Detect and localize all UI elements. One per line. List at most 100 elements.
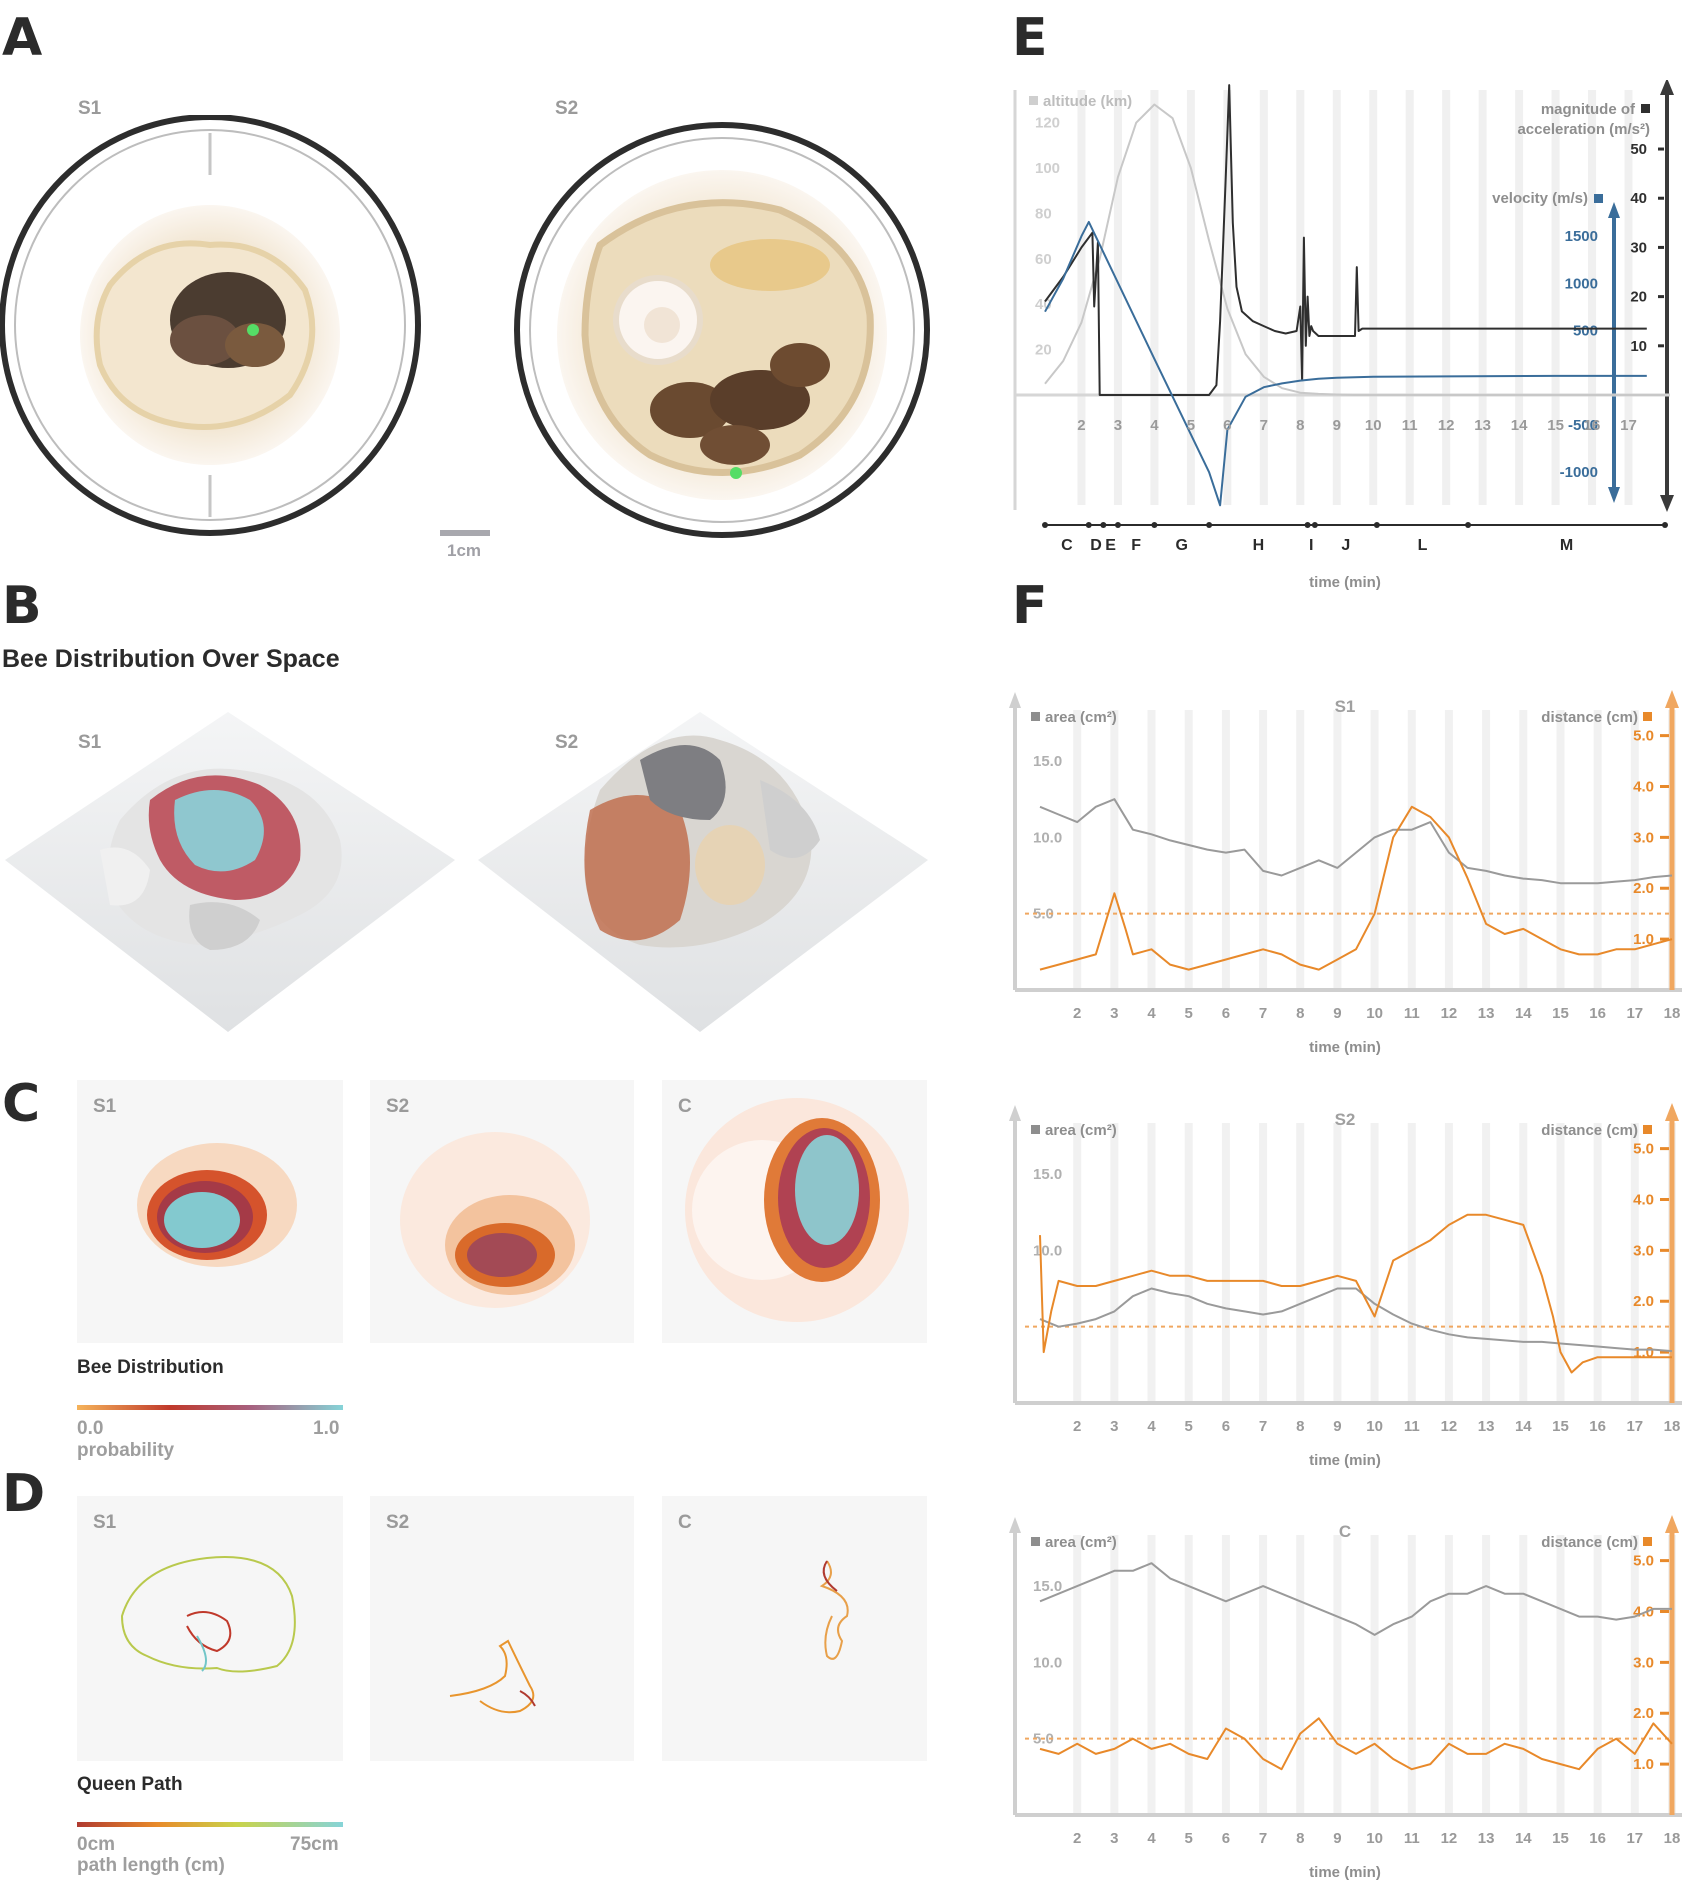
phase-boundary-10	[1662, 522, 1668, 528]
x-tick-17: 17	[1626, 1005, 1643, 1022]
phase-boundary-6	[1304, 522, 1311, 528]
panel-c-label-s1: S1	[93, 1096, 117, 1117]
distance-tick-5: 5.0	[1633, 1141, 1654, 1158]
panel-b-label-s2: S2	[555, 732, 579, 753]
x-tick-15: 15	[1552, 1830, 1569, 1847]
petri-dish-photos	[0, 115, 930, 538]
queen-path-tile-s1: S1	[77, 1496, 343, 1761]
phase-boundary-9	[1465, 522, 1472, 528]
queen-marker-s2	[730, 467, 742, 479]
series-area	[1039, 1562, 1672, 1636]
x-tick-8: 8	[1296, 417, 1304, 434]
panel-b-label-s1: S1	[78, 732, 102, 753]
panel-c-label-s2: S2	[386, 1096, 410, 1117]
x-tick-10: 10	[1366, 1005, 1383, 1022]
distance-axis-arrow	[1665, 1103, 1679, 1121]
area-axis-arrow	[1009, 692, 1021, 708]
distance-tick-1: 1.0	[1633, 1756, 1654, 1773]
x-tick-13: 13	[1478, 1830, 1495, 1847]
acceleration-axis-arrow-bottom	[1660, 495, 1674, 512]
chart-title: S2	[1335, 1110, 1356, 1129]
panel-c-label-c: C	[678, 1096, 692, 1117]
altitude-legend-label: altitude (km)	[1043, 93, 1132, 110]
x-tick-2: 2	[1077, 417, 1085, 434]
area-tick-10: 10.0	[1033, 1654, 1062, 1671]
queen-path-c	[819, 1560, 849, 1660]
phase-boundary-4	[1151, 522, 1158, 528]
probability-min: 0.0	[77, 1418, 104, 1439]
panel-letter-f: F	[1012, 576, 1048, 636]
distance-axis-arrow	[1665, 1515, 1679, 1533]
x-tick-10: 10	[1366, 1418, 1383, 1435]
distance-tick-4: 4.0	[1633, 1191, 1654, 1208]
phase-boundary-8	[1373, 522, 1380, 528]
chart-title: C	[1339, 1522, 1351, 1541]
x-axis-label: time (min)	[1309, 1039, 1381, 1056]
x-axis-label: time (min)	[1309, 1452, 1381, 1469]
heatmap-tile-s2: S2	[370, 1080, 634, 1343]
heatmap-tile-c: C	[662, 1080, 927, 1343]
x-tick-2: 2	[1073, 1005, 1081, 1022]
x-tick-4: 4	[1147, 1830, 1156, 1847]
distance-legend-label: distance (cm)	[1541, 1122, 1638, 1139]
x-tick-9: 9	[1333, 1830, 1341, 1847]
velocity-tick--500: -500	[1568, 417, 1598, 434]
acceleration-legend-label-line1: magnitude of	[1541, 101, 1636, 118]
acceleration-legend-swatch	[1641, 104, 1650, 113]
distance-legend-swatch	[1643, 712, 1652, 721]
altitude-tick-20: 20	[1035, 342, 1052, 359]
velocity-tick--1000: -1000	[1560, 464, 1598, 481]
path-length-colorbar	[77, 1822, 343, 1827]
path-length-label: path length (cm)	[77, 1855, 225, 1876]
velocity-legend-label: velocity (m/s)	[1492, 190, 1588, 207]
acceleration-tick-40: 40	[1630, 190, 1647, 207]
x-tick-16: 16	[1584, 417, 1601, 434]
dish-s2	[514, 122, 930, 538]
acceleration-tick-30: 30	[1630, 239, 1647, 256]
probability-colorbar	[77, 1405, 343, 1410]
phase-label-C: C	[1061, 537, 1073, 554]
x-tick-17: 17	[1620, 417, 1637, 434]
x-tick-4: 4	[1147, 1418, 1156, 1435]
series-area	[1039, 1287, 1673, 1353]
x-tick-3: 3	[1110, 1005, 1118, 1022]
x-tick-18: 18	[1664, 1830, 1681, 1847]
distance-legend-swatch	[1643, 1125, 1652, 1134]
area-legend-label: area (cm²)	[1045, 709, 1117, 726]
render-s1	[5, 712, 455, 1032]
x-tick-2: 2	[1073, 1830, 1081, 1847]
x-tick-17: 17	[1626, 1418, 1643, 1435]
series-distance	[1039, 805, 1673, 971]
x-tick-3: 3	[1110, 1418, 1118, 1435]
heatmap-s2	[400, 1132, 590, 1308]
x-tick-12: 12	[1438, 417, 1455, 434]
phase-boundary-1	[1085, 522, 1092, 528]
x-tick-9: 9	[1333, 1418, 1341, 1435]
velocity-legend-swatch	[1594, 194, 1603, 203]
x-tick-5: 5	[1187, 417, 1195, 434]
flight-profile-chart: altitude (km) 20 40 60 80 100 120 magnitude of a…	[1013, 80, 1674, 591]
area-legend-swatch	[1031, 1125, 1040, 1134]
panel-letter-b: B	[2, 576, 42, 636]
scale-bar-label: 1cm	[447, 541, 482, 560]
phase-boundary-3	[1114, 522, 1121, 528]
altitude-tick-120: 120	[1035, 115, 1060, 132]
x-tick-14: 14	[1515, 1005, 1532, 1022]
phase-label-M: M	[1560, 537, 1573, 554]
distance-tick-3: 3.0	[1633, 829, 1654, 846]
altitude-legend-swatch	[1029, 96, 1038, 105]
phase-label-H: H	[1253, 537, 1265, 554]
x-axis-label: time (min)	[1309, 574, 1381, 591]
x-tick-9: 9	[1333, 417, 1341, 434]
distance-tick-1: 1.0	[1633, 931, 1654, 948]
path-length-min: 0cm	[77, 1834, 116, 1855]
scale-bar	[440, 530, 490, 536]
x-tick-14: 14	[1511, 417, 1528, 434]
x-tick-3: 3	[1114, 417, 1122, 434]
probability-max: 1.0	[313, 1418, 340, 1439]
x-tick-11: 11	[1404, 1830, 1420, 1847]
velocity-axis-arrow-top	[1608, 202, 1620, 218]
acceleration-tick-10: 10	[1630, 338, 1647, 355]
distance-tick-5: 5.0	[1633, 728, 1654, 745]
area-legend-swatch	[1031, 712, 1040, 721]
